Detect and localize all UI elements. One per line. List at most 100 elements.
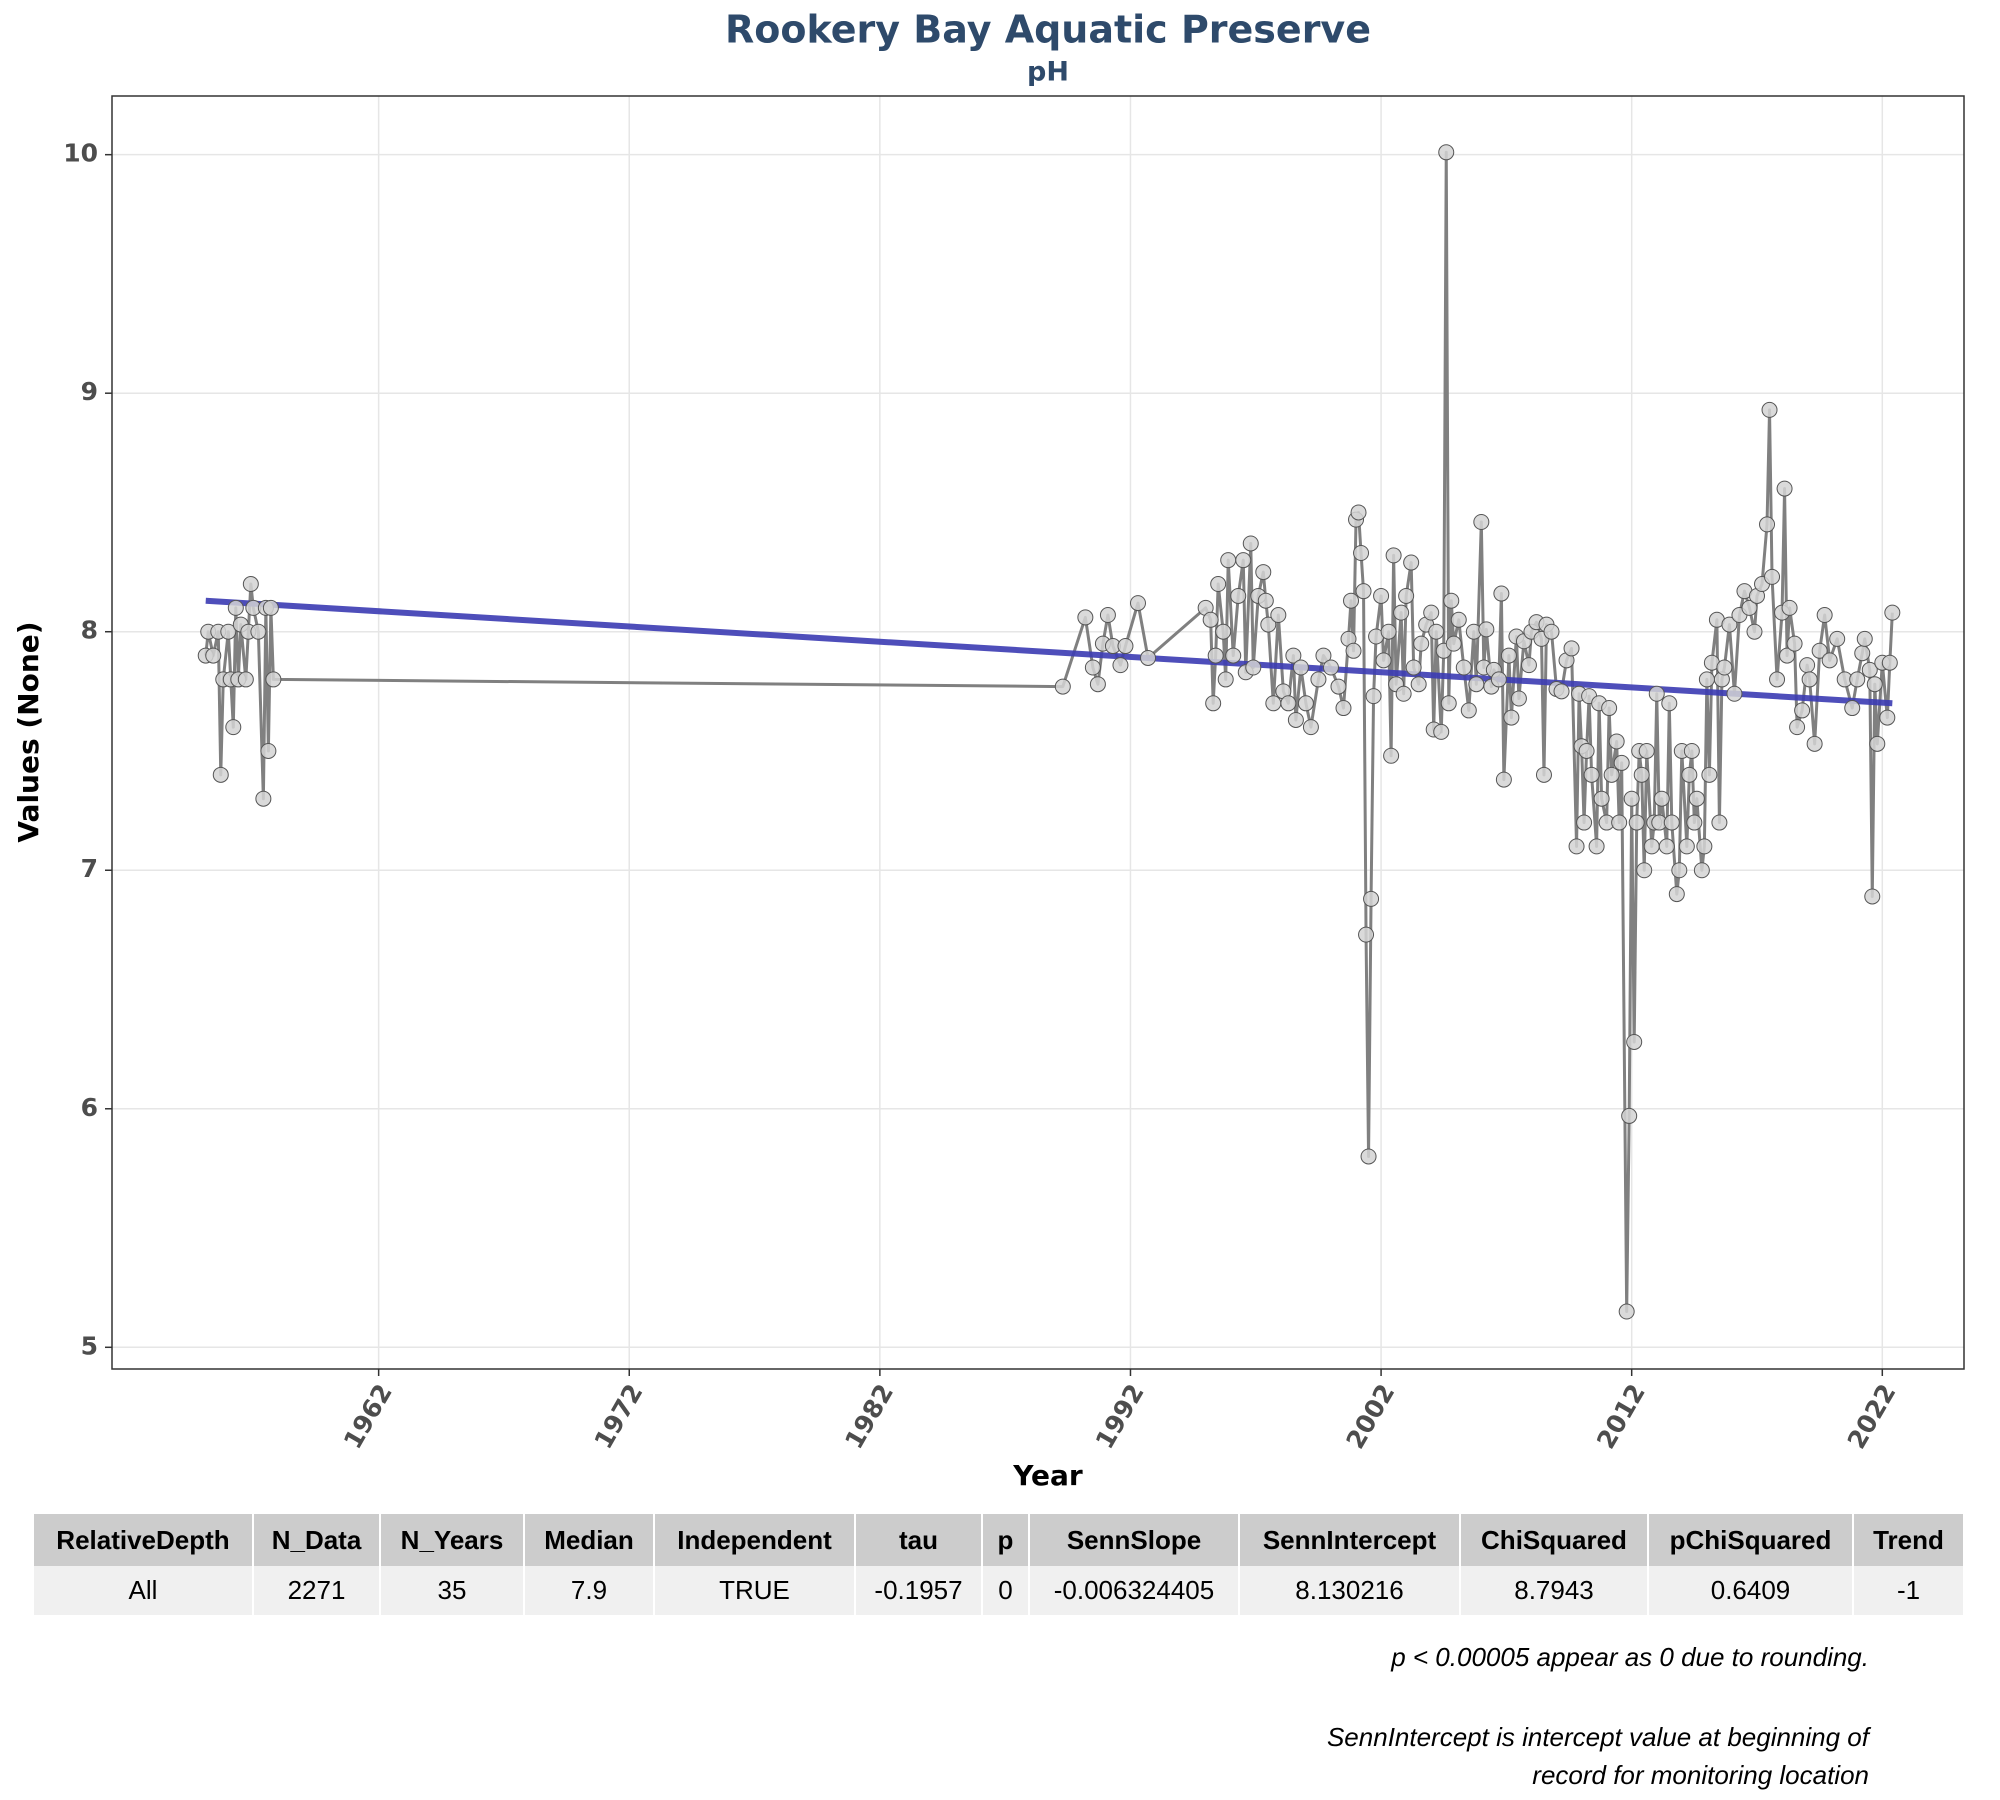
data-point [1623,790,1640,807]
data-point [1345,642,1362,659]
data-point [1112,657,1129,674]
data-point [1490,671,1507,688]
data-point [250,623,267,640]
data-point [1245,659,1262,676]
data-point [1393,604,1410,621]
table-cell: -1 [1853,1566,1965,1615]
y-tick-label: 8 [81,616,98,645]
data-point [1856,630,1873,647]
data-point [1626,1033,1643,1050]
data-point [1468,676,1485,693]
data-point [1884,604,1901,621]
data-point [1628,814,1645,831]
data-point [1405,659,1422,676]
data-point [1535,766,1552,783]
data-point [1829,630,1846,647]
data-point [1510,690,1527,707]
data-point [1661,695,1678,712]
data-point [212,766,229,783]
y-tick-label: 6 [81,1093,98,1122]
table-header-cell: pChiSquared [1648,1514,1854,1566]
data-point [1636,862,1653,879]
table-body: All 2271 35 7.9 TRUE -0.1957 0 -0.006324405 8.13… [34,1566,1965,1615]
data-point [1257,592,1274,609]
data-point [1608,733,1625,750]
data-point [220,623,237,640]
data-point [1553,683,1570,700]
data-point [1881,654,1898,671]
data-point [1445,635,1462,652]
data-point [1433,723,1450,740]
data-point [1776,480,1793,497]
data-point [1746,623,1763,640]
note: p < 0.00005 appear as 0 due to rounding. [1391,1642,1869,1672]
x-tick-label: 1992 [1090,1379,1150,1454]
plot-background [112,96,1964,1369]
data-point [1089,676,1106,693]
data-point [1410,676,1427,693]
x-tick-label: 1972 [589,1379,649,1454]
table-row: All 2271 35 7.9 TRUE -0.1957 0 -0.006324405 8.13… [34,1566,1965,1615]
data-point [1395,685,1412,702]
data-point [1603,766,1620,783]
table-cell: TRUE [654,1566,856,1615]
data-point [1811,642,1828,659]
note: SennIntercept is intercept value at begi… [1326,1722,1869,1752]
data-point [1450,611,1467,628]
data-point [1220,552,1237,569]
data-point [1363,890,1380,907]
x-tick-label: 1982 [839,1379,899,1454]
data-point [1789,719,1806,736]
table-header-cell: RelativeDepth [34,1514,254,1566]
table-cell: 2271 [253,1566,381,1615]
table-header-cell: N_Years [380,1514,525,1566]
data-point [1543,623,1560,640]
data-point [1413,635,1430,652]
data-point [1202,611,1219,628]
data-point [1698,671,1715,688]
chart: Rookery Bay Aquatic Preserve pH Year Val… [12,8,1965,1492]
data-point [1741,599,1758,616]
data-point [1353,545,1370,562]
data-point [1373,587,1390,604]
data-point [1769,671,1786,688]
data-point [1215,623,1232,640]
data-point [205,647,222,664]
data-point [1375,652,1392,669]
data-point [1350,504,1367,521]
data-point [1443,592,1460,609]
data-point [1576,814,1593,831]
data-point [1398,587,1415,604]
table-cell: 8.130216 [1239,1566,1461,1615]
data-point [1701,766,1718,783]
table-cell: All [34,1566,254,1615]
data-point [1563,640,1580,657]
data-point [1721,616,1738,633]
data-point [1310,671,1327,688]
data-point [1360,1148,1377,1165]
data-point [1440,695,1457,712]
data-point [1648,685,1665,702]
data-point [1781,599,1798,616]
data-point [1849,671,1866,688]
data-point [1861,661,1878,678]
data-point [1380,623,1397,640]
data-point [1779,647,1796,664]
y-tick-label: 10 [63,139,98,168]
data-point [1460,702,1477,719]
table-cell: 35 [380,1566,525,1615]
data-point [1716,659,1733,676]
data-point [1621,1107,1638,1124]
data-point [1601,700,1618,717]
data-point [260,742,277,759]
data-point [1866,676,1883,693]
data-point [1117,638,1134,655]
data-point [1869,735,1886,752]
data-point [1726,685,1743,702]
data-point [1613,754,1630,771]
data-point [1225,647,1242,664]
data-point [262,599,279,616]
data-point [1638,742,1655,759]
data-point [1816,607,1833,624]
